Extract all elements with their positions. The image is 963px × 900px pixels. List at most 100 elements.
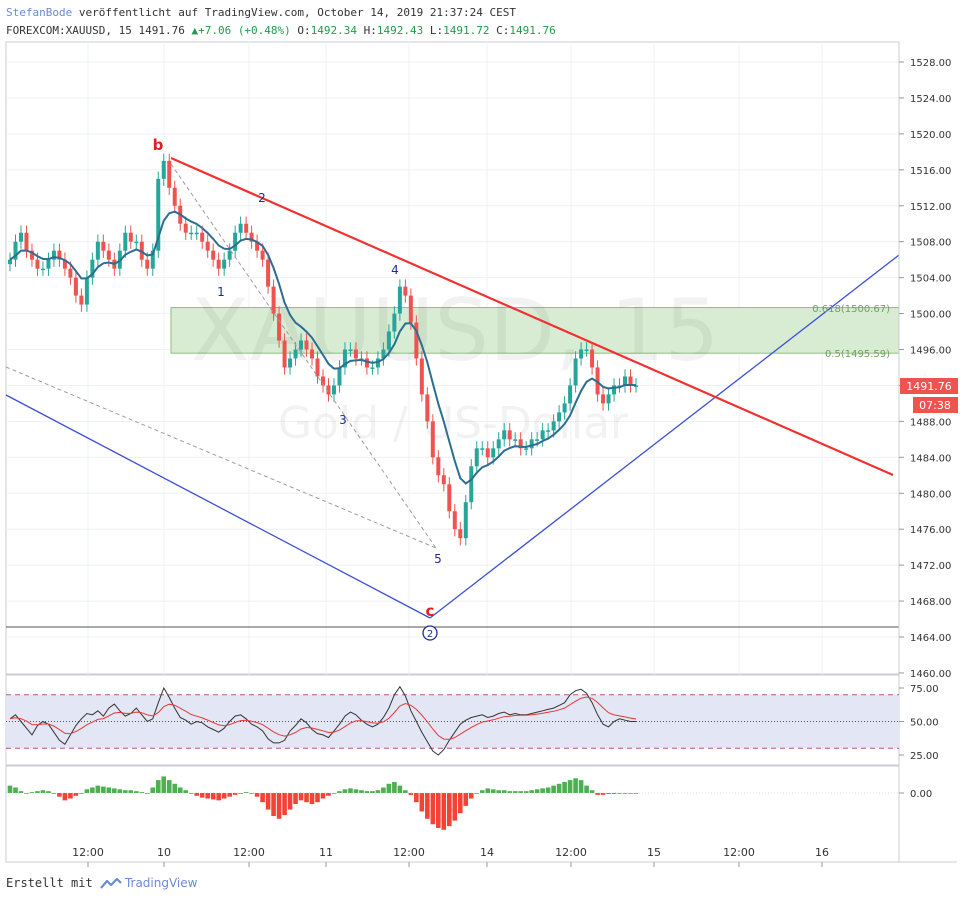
current-price-label: 1491.76 bbox=[906, 380, 952, 393]
histogram-bar bbox=[342, 789, 348, 793]
histogram-bar bbox=[595, 793, 600, 795]
candle-body bbox=[529, 439, 534, 449]
candle-body bbox=[606, 394, 611, 404]
candle-body bbox=[447, 484, 452, 512]
price-axis[interactable]: 1528.00 1524.00 1520.00 1516.00 1512.00 1508.… bbox=[899, 58, 951, 680]
histogram-bar bbox=[348, 788, 353, 793]
histogram-bar bbox=[161, 776, 167, 793]
candle-body bbox=[397, 286, 402, 314]
candle-body bbox=[469, 466, 474, 503]
trendline[interactable] bbox=[170, 156, 894, 477]
histogram-bar bbox=[425, 793, 430, 819]
candle-body bbox=[222, 259, 227, 269]
channel-line-lower[interactable] bbox=[5, 394, 431, 619]
candle-body bbox=[568, 385, 573, 404]
candle-body bbox=[452, 511, 457, 530]
watermark-symbol: XAUUSD, 15 bbox=[191, 281, 720, 381]
candle-body bbox=[419, 358, 424, 395]
histogram-bar bbox=[287, 793, 293, 810]
histogram-bar bbox=[474, 793, 480, 794]
histogram-bar bbox=[133, 791, 139, 793]
price-tick-label: 1476.00 bbox=[910, 525, 951, 536]
histogram-bar bbox=[485, 788, 491, 793]
histogram-bar bbox=[534, 789, 540, 793]
candle-body bbox=[260, 250, 265, 260]
histogram-bar bbox=[386, 783, 392, 793]
candle-body bbox=[310, 349, 315, 359]
candle-body bbox=[18, 232, 23, 242]
histogram-bar bbox=[40, 790, 46, 793]
channel-line-upper[interactable] bbox=[429, 254, 900, 619]
histogram-bar bbox=[551, 785, 556, 793]
wave-circle-2-marker bbox=[422, 625, 438, 641]
candle-body bbox=[288, 358, 293, 368]
candle-body bbox=[408, 295, 413, 323]
candle-body bbox=[134, 241, 139, 244]
wave-label-2: 2 bbox=[258, 191, 266, 205]
publish-line: StefanBode veröffentlicht auf TradingVie… bbox=[6, 6, 516, 19]
symbol-line: FOREXCOM:XAUUSD, 15 1491.76 ▲+7.06 (+0.4… bbox=[6, 24, 556, 37]
histogram-bar bbox=[282, 793, 287, 816]
histogram-bar bbox=[320, 793, 326, 799]
price-chart[interactable]: XAUUSD, 15 Gold / US-Dollar b 1 2 3 4 5 … bbox=[0, 0, 963, 870]
time-axis[interactable]: 12:00 10 12:00 11 12:00 14 12:00 15 12:00 16 bbox=[72, 846, 829, 867]
author-link[interactable]: StefanBode bbox=[6, 6, 73, 19]
price-tick-label: 1516.00 bbox=[910, 166, 951, 177]
fib-zone[interactable] bbox=[170, 307, 900, 354]
countdown-badge bbox=[913, 397, 958, 413]
candle-body bbox=[463, 502, 468, 539]
candle-body bbox=[507, 430, 512, 440]
footer-brand-link[interactable]: TradingView bbox=[124, 876, 198, 890]
candle-body bbox=[535, 439, 540, 441]
histogram-bar bbox=[315, 793, 320, 803]
wave-dashed-upper bbox=[170, 163, 437, 549]
candle-body bbox=[601, 394, 606, 404]
candle-body bbox=[623, 376, 628, 386]
price-tick-label: 1508.00 bbox=[910, 238, 951, 249]
candle-body bbox=[540, 430, 545, 440]
candle-body bbox=[161, 160, 166, 179]
candle-body bbox=[612, 385, 617, 395]
wave-label-circle-2: 2 bbox=[427, 629, 433, 640]
histogram-bar bbox=[254, 793, 260, 797]
histogram-bar bbox=[232, 793, 238, 795]
watermark-description: Gold / US-Dollar bbox=[278, 398, 629, 449]
histogram-bar bbox=[408, 793, 414, 795]
histogram-bar bbox=[46, 791, 51, 793]
histogram-bar bbox=[62, 793, 68, 801]
candle-body bbox=[95, 241, 100, 260]
histogram-bar bbox=[177, 787, 183, 793]
candle-body bbox=[513, 439, 518, 441]
histogram-bar bbox=[265, 793, 271, 810]
close-value: 1491.76 bbox=[509, 24, 556, 37]
rsi-axis: 75.00 50.00 25.00 bbox=[899, 684, 939, 762]
candle-body bbox=[518, 439, 523, 449]
histogram-bar bbox=[529, 790, 534, 793]
histogram-axis: 0.00 bbox=[899, 789, 932, 800]
price-tick-label: 1468.00 bbox=[910, 597, 951, 608]
histogram-bar bbox=[556, 783, 562, 793]
wave-label-b: b bbox=[153, 136, 164, 154]
histogram-bar bbox=[73, 793, 79, 796]
price-tick-label: 1500.00 bbox=[910, 310, 951, 321]
candle-body bbox=[326, 385, 331, 395]
candle-body bbox=[524, 448, 529, 450]
histogram-bar bbox=[490, 789, 496, 793]
price-tick-label: 1504.00 bbox=[910, 274, 951, 285]
histogram-bar bbox=[512, 791, 518, 793]
histogram-bar bbox=[430, 793, 436, 825]
histogram-bar bbox=[304, 793, 309, 803]
wave-label-5: 5 bbox=[434, 552, 442, 566]
rsi-tick-label: 25.00 bbox=[910, 751, 939, 762]
histogram-bar bbox=[271, 793, 276, 816]
candle-body bbox=[480, 448, 485, 450]
candle-body bbox=[68, 268, 73, 278]
histogram-bar bbox=[457, 793, 463, 814]
price-tick-label: 1480.00 bbox=[910, 489, 951, 500]
candle-body bbox=[502, 430, 507, 440]
candle-body bbox=[24, 232, 29, 251]
histogram-bar bbox=[501, 790, 507, 793]
histogram-bar bbox=[13, 787, 18, 793]
histogram-bar bbox=[337, 791, 342, 793]
time-tick-label: 16 bbox=[815, 846, 829, 859]
